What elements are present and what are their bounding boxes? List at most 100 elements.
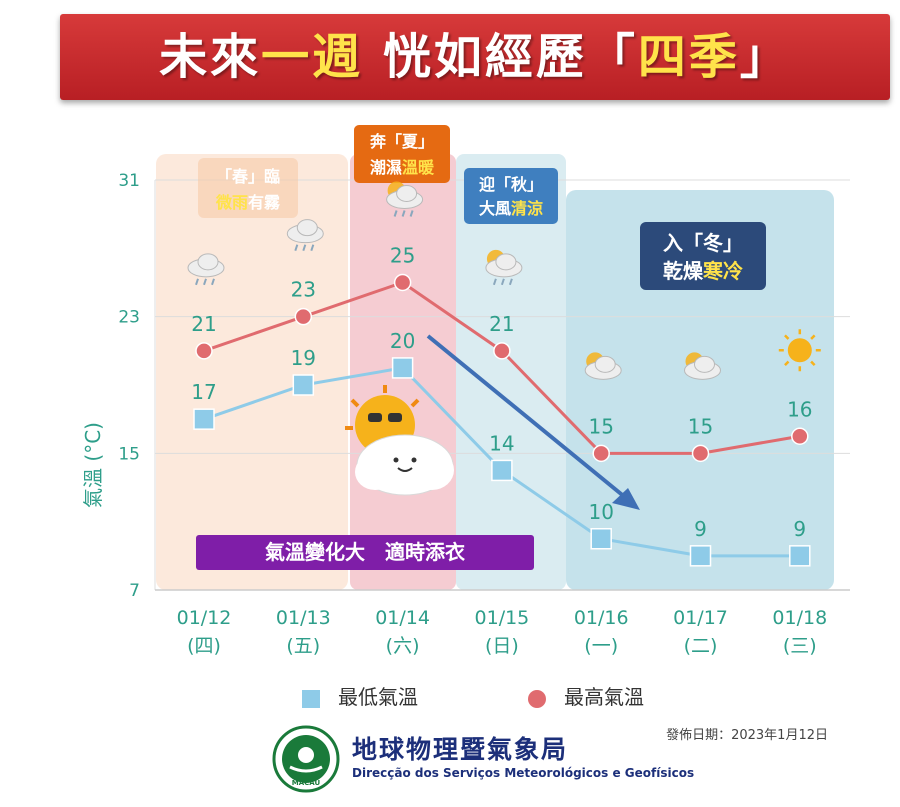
y-tick-label: 31 (118, 171, 140, 191)
legend-high-swatch (528, 689, 546, 708)
legend-low: 最低氣溫 (302, 681, 418, 710)
svg-text:迎「秋」: 迎「秋」 (479, 175, 543, 194)
issue-date: 發佈日期：2023年1月12日 (666, 728, 828, 743)
data-label-low: 10 (588, 500, 613, 524)
legend-low-swatch (302, 689, 320, 708)
x-weekday-label: (二) (684, 635, 718, 657)
sun-icon (778, 329, 821, 372)
svg-text:奔「夏」: 奔「夏」 (369, 132, 434, 151)
rain-drop (492, 278, 497, 286)
sun-ray (784, 334, 790, 340)
high-temp-point (691, 444, 710, 463)
x-weekday-label: (六) (386, 635, 420, 657)
high-temp-point (592, 444, 610, 463)
sun-ray (810, 360, 816, 366)
high-temp-point (791, 427, 809, 445)
svg-text:大風清涼: 大風清涼 (479, 199, 543, 218)
x-tick-label: 01/17 (673, 607, 728, 629)
spring-label: 「春」臨 微雨有霧 (198, 158, 298, 218)
rain-drop (401, 210, 406, 217)
winter-panel (566, 190, 834, 590)
cloud-part (594, 355, 616, 373)
advice-banner: 氣溫變化大 適時添衣 (196, 535, 534, 570)
y-tick-label: 7 (129, 581, 140, 601)
title-banner: 未來一週 恍如經歷「四季」 (60, 14, 890, 100)
agency-name-zh: 地球物理暨氣象局 (352, 735, 569, 764)
rain-drop (393, 210, 398, 217)
x-weekday-label: (一) (584, 635, 618, 657)
cloud-part (495, 253, 517, 271)
spring-panel (156, 154, 348, 590)
data-label-high: 21 (191, 312, 216, 336)
partly-cloudy-rain-icon (485, 249, 523, 286)
high-temp-point (493, 342, 511, 360)
sun-ray (784, 360, 790, 366)
data-label-low: 19 (291, 346, 316, 370)
legend-high: 最高氣溫 (528, 681, 644, 710)
data-label-high: 21 (489, 312, 514, 336)
high-temp-point (195, 342, 213, 360)
cloud-part (396, 185, 418, 202)
cloud-part (694, 355, 715, 373)
rain-cloud-icon (286, 219, 324, 251)
x-weekday-label: (四) (187, 635, 221, 657)
y-tick-label: 15 (118, 444, 140, 464)
legend-high-label: 最高氣溫 (564, 685, 644, 709)
partly-cloudy-icon (584, 352, 622, 380)
y-tick-label: 23 (118, 308, 140, 328)
x-tick-label: 01/15 (475, 607, 530, 629)
banner-title: 未來一週 恍如經歷「四季」 (159, 29, 791, 85)
x-weekday-label: (日) (485, 635, 519, 657)
data-label-high: 15 (588, 414, 613, 438)
data-label-low: 14 (489, 431, 514, 455)
autumn-panel (456, 154, 566, 590)
svg-text:入「冬」: 入「冬」 (663, 231, 743, 255)
agency-logo-icon: MACAU (272, 725, 340, 793)
svg-text:MACAU: MACAU (292, 779, 321, 787)
rain-drop (195, 278, 199, 286)
sun-ray (810, 334, 816, 340)
x-weekday-label: (五) (286, 635, 320, 657)
x-tick-label: 01/18 (772, 607, 827, 629)
low-temp-point (292, 374, 315, 396)
svg-text:乾燥寒冷: 乾燥寒冷 (663, 259, 743, 283)
low-temp-point (193, 408, 215, 430)
x-tick-label: 01/14 (375, 607, 430, 629)
rain-drop (500, 278, 505, 286)
data-label-low: 9 (694, 517, 707, 541)
cloud-part (296, 219, 318, 237)
data-label-low: 17 (191, 380, 216, 404)
rain-drop (211, 278, 215, 286)
sun-disc (787, 338, 812, 363)
low-temp-point (689, 545, 712, 567)
low-temp-point (391, 357, 414, 379)
x-weekday-label: (三) (783, 635, 817, 657)
x-tick-label: 01/13 (276, 607, 331, 629)
sun-cloud-mascot-icon (345, 385, 454, 496)
summer-label: 奔「夏」 潮濕溫暖 (354, 125, 450, 183)
agency-name-pt: Direcção dos Serviços Meteorológicos e G… (352, 766, 695, 780)
rain-cloud-icon (187, 253, 225, 286)
cloud-part (197, 253, 219, 271)
temperature-chart: 7 15 23 31 氣溫 (°C) 「春」臨 微雨有霧 奔「夏」 潮濕溫暖 迎「秋」 … (81, 125, 850, 657)
svg-text:「春」臨: 「春」臨 (216, 167, 280, 186)
low-temp-point (491, 459, 513, 482)
svg-text:潮濕溫暖: 潮濕溫暖 (370, 158, 435, 177)
data-label-high: 16 (787, 397, 812, 421)
partly-cloudy-icon (684, 352, 721, 380)
rain-drop (203, 278, 207, 286)
data-label-high: 23 (291, 278, 316, 302)
rain-drop (508, 278, 513, 286)
svg-text:微雨有霧: 微雨有霧 (215, 193, 281, 212)
high-temp-point (393, 273, 412, 292)
rain-drop (310, 244, 315, 251)
x-tick-label: 01/16 (574, 607, 629, 629)
rain-drop (409, 210, 414, 217)
cooling-trend-arrow (426, 334, 640, 510)
rain-drop (302, 244, 307, 251)
low-temp-point (590, 528, 612, 550)
autumn-label: 迎「秋」 大風清涼 (464, 168, 558, 224)
winter-label: 入「冬」 乾燥寒冷 (640, 222, 766, 290)
data-label-high: 15 (688, 414, 713, 438)
partly-cloudy-rain-icon (386, 181, 424, 217)
